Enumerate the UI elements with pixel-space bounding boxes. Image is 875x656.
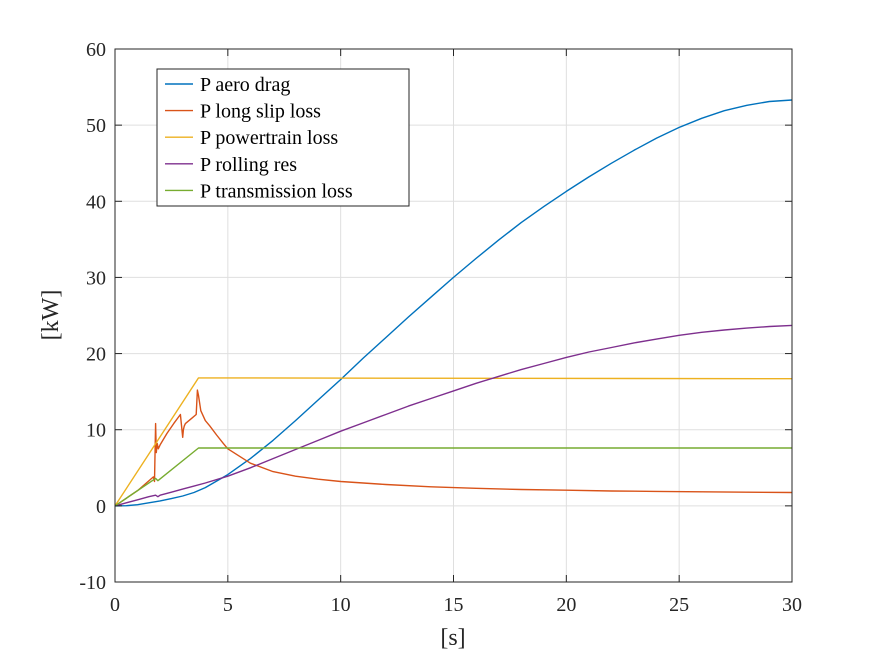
- x-tick-label: 0: [110, 594, 120, 616]
- y-tick-label: 40: [86, 191, 106, 213]
- ticks: [114, 48, 793, 583]
- series-line-4: [114, 324, 793, 507]
- y-tick-label: 0: [96, 496, 106, 518]
- x-tick-label: 10: [331, 594, 351, 616]
- y-tick-label: 60: [86, 39, 106, 61]
- x-tick-label: 5: [223, 594, 233, 616]
- x-tick-label: 30: [782, 594, 802, 616]
- legend-label: P aero drag: [200, 74, 290, 96]
- x-tick-label: 25: [669, 594, 689, 616]
- y-tick-label: 10: [86, 420, 106, 442]
- legend-box: [156, 68, 410, 207]
- y-tick-label: 50: [86, 115, 106, 137]
- series-line-5: [114, 447, 792, 507]
- x-tick-label: 20: [556, 594, 576, 616]
- legend-label: P powertrain loss: [200, 127, 338, 149]
- legend-label: P transmission loss: [200, 180, 353, 202]
- y-tick-label: 30: [86, 267, 106, 289]
- legend: P aero drag P long slip loss P powertrain …: [156, 68, 410, 207]
- series-layer: [114, 99, 793, 507]
- x-axis-label: [s]: [440, 625, 465, 651]
- legend-label: P rolling res: [200, 154, 297, 176]
- legend-label: P long slip loss: [200, 101, 321, 123]
- y-axis-label: [kW]: [38, 290, 64, 341]
- series-line-3: [114, 377, 793, 507]
- series-line-2: [114, 389, 793, 507]
- series-line-1: [114, 99, 793, 507]
- y-tick-label: 20: [86, 344, 106, 366]
- x-tick-label: 15: [444, 594, 464, 616]
- y-tick-label: -10: [79, 572, 106, 594]
